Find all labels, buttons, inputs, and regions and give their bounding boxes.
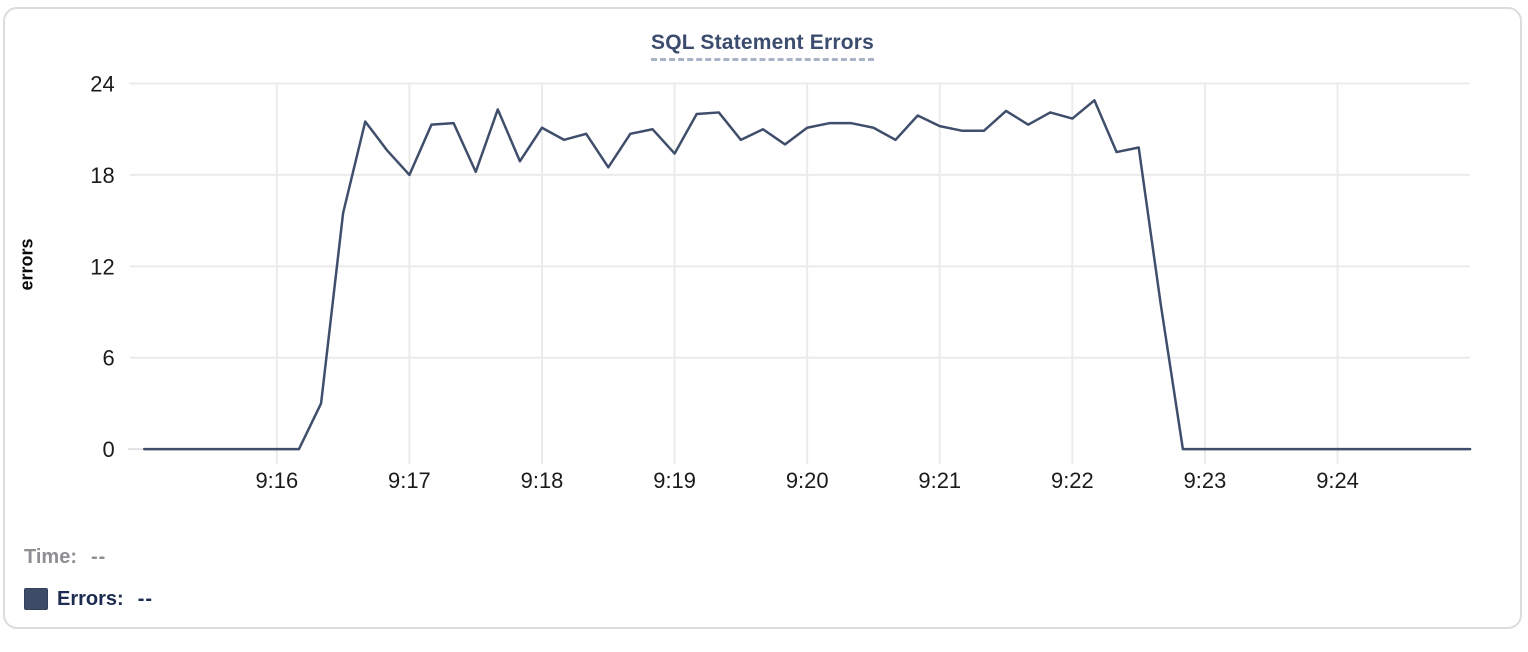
chart-legend: Time: -- Errors: --	[24, 543, 153, 627]
x-tick-label: 9:16	[255, 468, 298, 493]
errors-series-swatch	[24, 588, 48, 610]
y-tick-label: 0	[102, 437, 114, 462]
x-tick-label: 9:24	[1316, 468, 1359, 493]
legend-time-row: Time: --	[24, 543, 153, 571]
legend-errors-row: Errors: --	[24, 585, 153, 613]
y-tick-label: 18	[90, 163, 114, 188]
x-tick-label: 9:19	[653, 468, 696, 493]
x-tick-label: 9:18	[521, 468, 564, 493]
x-tick-label: 9:17	[388, 468, 431, 493]
chart-title[interactable]: SQL Statement Errors	[650, 31, 874, 61]
legend-errors-label: Errors:	[57, 587, 124, 610]
legend-errors-value: --	[137, 587, 154, 610]
legend-time-label: Time:	[24, 545, 77, 568]
x-tick-label: 9:21	[918, 468, 961, 493]
y-axis-label: errors	[16, 238, 37, 291]
x-tick-label: 9:23	[1184, 468, 1227, 493]
y-tick-label: 24	[90, 72, 114, 97]
legend-time-value: --	[90, 545, 107, 568]
chart-header: SQL Statement Errors	[5, 31, 1520, 61]
y-tick-label: 6	[102, 346, 114, 371]
chart-card: SQL Statement Errors errors 9:16 9:17 9:18…	[3, 7, 1522, 629]
errors-line-chart[interactable]: 9:16 9:17 9:18 9:19 9:20 9:21 9:22 9:23 9:24 0 6 12…	[5, 9, 1520, 627]
x-tick-label: 9:20	[786, 468, 829, 493]
y-tick-label: 12	[90, 254, 114, 279]
x-tick-label: 9:22	[1051, 468, 1094, 493]
errors-series-line[interactable]	[142, 99, 1472, 451]
